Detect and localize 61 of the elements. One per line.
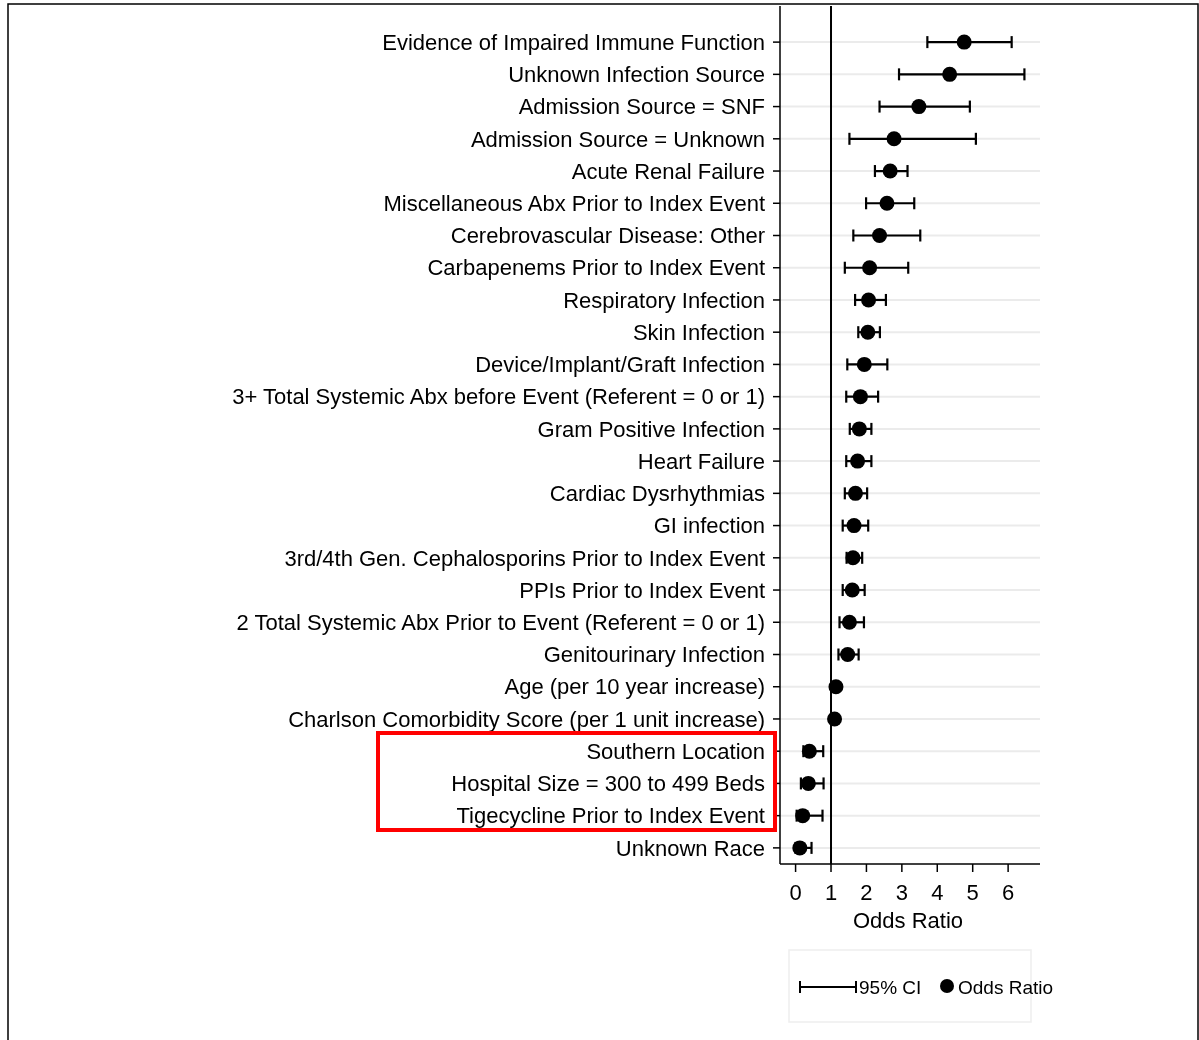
point bbox=[841, 614, 857, 630]
x-tick-label: 5 bbox=[966, 880, 979, 905]
y-tick-label: 3rd/4th Gen. Cephalosporins Prior to Index Event bbox=[284, 545, 765, 571]
point bbox=[856, 356, 872, 372]
x-tick-label: 1 bbox=[824, 880, 838, 905]
point bbox=[886, 131, 902, 147]
point bbox=[911, 99, 927, 115]
y-tick-label: Device/Implant/Graft Infection bbox=[475, 352, 765, 378]
x-tick-label: 4 bbox=[931, 880, 944, 905]
y-tick-label: PPIs Prior to Index Event bbox=[519, 577, 765, 603]
point bbox=[847, 485, 863, 501]
y-tick-label: Hospital Size = 300 to 499 Beds bbox=[451, 771, 765, 797]
x-tick-label: 0 bbox=[789, 880, 802, 905]
x-tick-label: 6 bbox=[1001, 880, 1015, 905]
y-tick-label: Age (per 10 year increase) bbox=[504, 674, 765, 700]
point bbox=[851, 421, 867, 437]
y-tick-label: Unknown Race bbox=[615, 835, 765, 861]
point bbox=[872, 228, 888, 243]
point bbox=[860, 324, 876, 340]
legend-label: Odds Ratio bbox=[958, 976, 1054, 998]
y-tick-label: Acute Renal Failure bbox=[571, 158, 765, 184]
y-tick-label: Genitourinary Infection bbox=[543, 642, 765, 668]
point bbox=[942, 66, 958, 82]
point bbox=[846, 518, 862, 534]
y-tick-label: Carbapenems Prior to Index Event bbox=[427, 255, 765, 281]
point bbox=[956, 34, 972, 50]
x-axis-title: Odds Ratio bbox=[852, 908, 964, 933]
y-tick-label: 3+ Total Systemic Abx before Event (Referent = 0 or 1) bbox=[232, 384, 765, 410]
y-tick-label: Admission Source = Unknown bbox=[470, 126, 765, 152]
y-tick-label: Skin Infection bbox=[632, 319, 765, 345]
y-tick-label: Cardiac Dysrhythmias bbox=[549, 481, 765, 507]
text: 95% CI bbox=[859, 976, 922, 998]
y-tick-label: Respiratory Infection bbox=[563, 287, 765, 313]
y-tick-label: Heart Failure bbox=[637, 448, 765, 474]
point bbox=[801, 743, 817, 759]
y-tick-label: GI infection bbox=[653, 513, 765, 539]
y-tick-label: Cerebrovascular Disease: Other bbox=[450, 223, 765, 249]
point bbox=[844, 582, 860, 598]
y-tick-label: 2 Total Systemic Abx Prior to Event (Referent = 0 or 1) bbox=[236, 609, 765, 635]
point bbox=[861, 292, 877, 308]
point bbox=[792, 840, 808, 856]
point bbox=[828, 679, 844, 695]
y-tick-label: Gram Positive Infection bbox=[537, 416, 765, 442]
y-tick-label: Charlson Comorbidity Score (per 1 unit increase) bbox=[288, 706, 765, 732]
point bbox=[800, 775, 816, 791]
point bbox=[879, 195, 895, 211]
y-tick-label: Evidence of Impaired Immune Function bbox=[382, 29, 765, 55]
y-tick-label: Admission Source = SNF bbox=[518, 94, 765, 120]
y-tick-label: Southern Location bbox=[586, 738, 765, 764]
y-tick-label: Miscellaneous Abx Prior to Index Event bbox=[383, 190, 765, 216]
point bbox=[882, 163, 898, 179]
point bbox=[840, 647, 856, 662]
point bbox=[862, 260, 878, 276]
point bbox=[850, 453, 866, 469]
point bbox=[852, 389, 868, 405]
x-tick-label: 3 bbox=[895, 880, 908, 905]
y-tick-label: Unknown Infection Source bbox=[508, 62, 765, 88]
point bbox=[795, 808, 811, 824]
x-tick-label: 2 bbox=[860, 880, 873, 905]
point bbox=[827, 711, 843, 727]
y-tick-label: Tigecycline Prior to Index Event bbox=[456, 803, 765, 829]
